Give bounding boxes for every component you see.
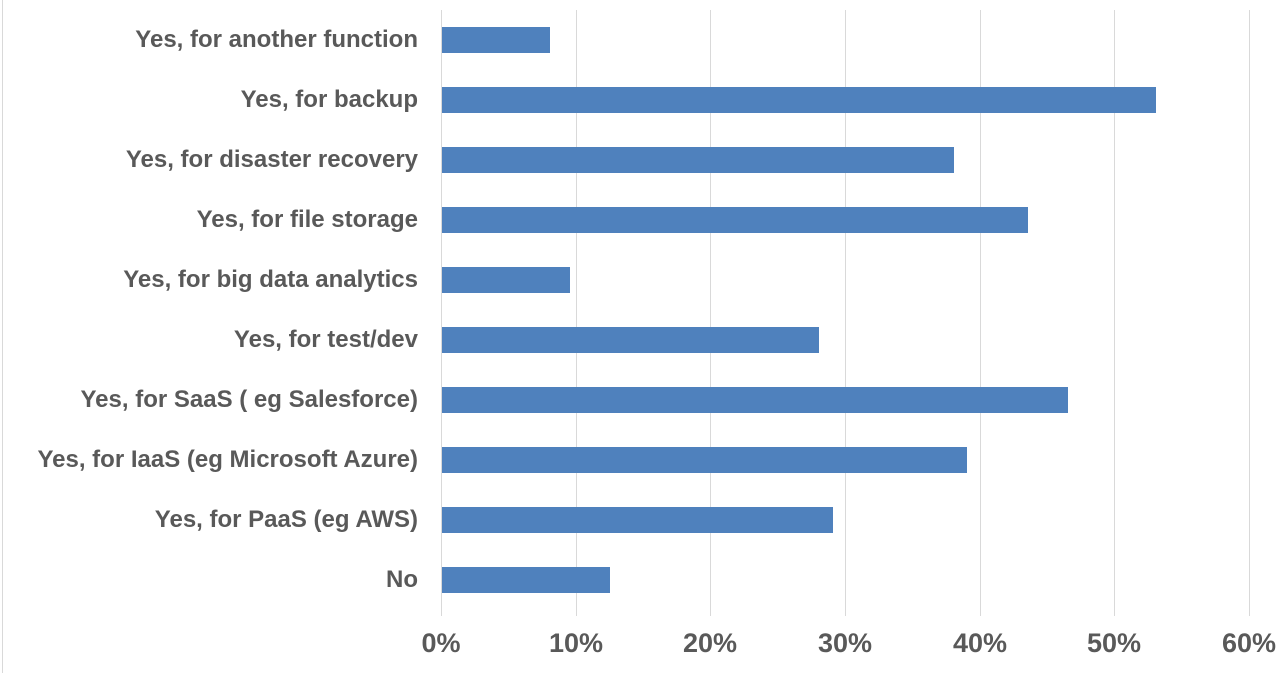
bar-segment	[442, 567, 610, 593]
category-label: Yes, for big data analytics	[123, 266, 418, 293]
bar-segment	[442, 387, 1068, 413]
bar-segment	[442, 447, 967, 473]
x-tick-label: 0%	[421, 628, 461, 658]
category-label: Yes, for test/dev	[233, 326, 418, 353]
category-label: No	[386, 566, 418, 593]
category-label: Yes, for disaster recovery	[125, 146, 418, 173]
category-label: Yes, for SaaS ( eg Salesforce)	[80, 386, 419, 413]
bar-segment	[442, 207, 1028, 233]
gridline-30%	[845, 10, 846, 616]
category-label: Yes, for backup	[240, 86, 418, 113]
x-tick-label: 40%	[952, 628, 1008, 658]
category-label: Yes, for file storage	[196, 206, 418, 233]
x-tick-label: 20%	[682, 628, 738, 658]
bar-segment	[442, 267, 570, 293]
bar-segment	[442, 327, 819, 353]
bar-segment	[442, 87, 1156, 113]
bar-segment	[442, 147, 954, 173]
x-tick-label: 50%	[1086, 628, 1142, 658]
gridline-10%	[576, 10, 577, 616]
gridline-50%	[1114, 10, 1115, 616]
plot-area	[441, 10, 1250, 616]
x-tick-label: 60%	[1221, 628, 1277, 658]
bar-segment	[442, 27, 550, 53]
gridline-60%	[1249, 10, 1250, 616]
x-tick-label: 30%	[817, 628, 873, 658]
gridline-40%	[980, 10, 981, 616]
category-label: Yes, for PaaS (eg AWS)	[154, 506, 418, 533]
chart-left-border	[2, 0, 3, 673]
bar-segment	[442, 507, 833, 533]
gridline-0%	[441, 10, 442, 616]
x-tick-label: 10%	[548, 628, 604, 658]
category-label: Yes, for IaaS (eg Microsoft Azure)	[37, 446, 418, 473]
gridline-20%	[710, 10, 711, 616]
category-label: Yes, for another function	[135, 26, 418, 53]
